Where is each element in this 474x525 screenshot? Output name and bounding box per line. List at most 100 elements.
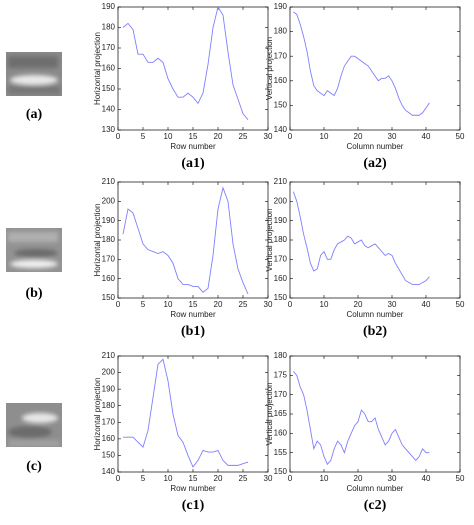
x-tick-label: 25 [239, 300, 248, 309]
y-axis-label: Horizontal projection [93, 204, 102, 277]
y-tick-label: 190 [274, 216, 288, 225]
x-axis-label: Column number [347, 142, 404, 151]
x-tick-label: 0 [116, 132, 121, 141]
y-tick-label: 210 [274, 177, 288, 186]
x-tick-label: 20 [354, 474, 363, 483]
y-tick-label: 165 [274, 409, 288, 418]
panel-caption: (a2) [363, 156, 387, 171]
x-tick-label: 15 [189, 474, 198, 483]
y-tick-label: 180 [274, 27, 288, 36]
x-tick-label: 15 [189, 300, 198, 309]
panel-caption: (b1) [181, 324, 205, 339]
y-tick-label: 150 [274, 293, 288, 302]
x-tick-label: 50 [456, 474, 465, 483]
x-tick-label: 30 [388, 474, 397, 483]
x-tick-label: 0 [116, 300, 121, 309]
y-tick-label: 160 [102, 434, 116, 443]
data-line [122, 186, 249, 295]
x-tick-label: 30 [264, 132, 273, 141]
x-tick-label: 5 [141, 132, 146, 141]
plot-frame [117, 181, 269, 299]
y-tick-label: 170 [274, 254, 288, 263]
x-tick-label: 30 [388, 300, 397, 309]
x-tick-label: 15 [189, 132, 198, 141]
y-tick-label: 200 [274, 196, 288, 205]
plot-frame [117, 6, 269, 131]
y-tick-label: 180 [274, 351, 288, 360]
image-label: (c) [26, 459, 42, 474]
y-tick-label: 160 [102, 274, 116, 283]
plot-frame [289, 355, 461, 473]
y-tick-label: 150 [102, 293, 116, 302]
y-tick-label: 170 [102, 254, 116, 263]
x-axis-label: Column number [347, 484, 404, 493]
x-tick-label: 10 [164, 474, 173, 483]
x-tick-label: 10 [320, 132, 329, 141]
x-tick-label: 5 [141, 474, 146, 483]
y-tick-label: 140 [274, 125, 288, 134]
data-line [122, 5, 249, 121]
x-tick-label: 50 [456, 132, 465, 141]
y-tick-label: 170 [102, 417, 116, 426]
x-tick-label: 20 [214, 132, 223, 141]
x-tick-label: 40 [422, 474, 431, 483]
y-tick-label: 200 [102, 368, 116, 377]
image-label: (a) [26, 107, 43, 122]
panel-caption: (a1) [181, 156, 205, 171]
y-tick-label: 160 [274, 76, 288, 85]
plot-frame [117, 355, 269, 473]
x-tick-label: 10 [320, 300, 329, 309]
y-tick-label: 175 [274, 370, 288, 379]
x-tick-label: 40 [422, 300, 431, 309]
data-line [123, 358, 249, 468]
plot-frame [289, 181, 461, 299]
y-axis-label: Vertical projection [265, 382, 274, 445]
x-tick-label: 20 [214, 474, 223, 483]
data-line [292, 191, 430, 285]
image-a [6, 52, 62, 96]
data-line [293, 371, 430, 466]
y-tick-label: 160 [274, 428, 288, 437]
image-c [6, 403, 62, 447]
x-tick-label: 10 [164, 300, 173, 309]
x-tick-label: 0 [288, 132, 293, 141]
x-tick-label: 0 [116, 474, 121, 483]
image-b [6, 228, 62, 272]
panel-caption: (c2) [364, 498, 387, 513]
image-label: (b) [25, 286, 42, 301]
y-tick-label: 180 [102, 235, 116, 244]
x-tick-label: 30 [388, 132, 397, 141]
x-axis-label: Row number [170, 484, 216, 493]
y-tick-label: 190 [102, 384, 116, 393]
panel-caption: (c1) [182, 498, 205, 513]
y-tick-label: 170 [274, 390, 288, 399]
y-tick-label: 150 [274, 101, 288, 110]
y-tick-label: 190 [102, 2, 116, 11]
x-axis-label: Column number [347, 310, 404, 319]
x-tick-label: 25 [239, 132, 248, 141]
y-tick-label: 180 [274, 235, 288, 244]
y-tick-label: 140 [102, 467, 116, 476]
x-tick-label: 25 [239, 474, 248, 483]
y-tick-label: 140 [102, 105, 116, 114]
x-tick-label: 20 [354, 132, 363, 141]
y-axis-label: Vertical projection [265, 37, 274, 100]
y-tick-label: 180 [102, 401, 116, 410]
x-tick-label: 10 [164, 132, 173, 141]
x-tick-label: 30 [264, 300, 273, 309]
data-line [293, 11, 430, 116]
y-tick-label: 180 [102, 23, 116, 32]
y-tick-label: 150 [102, 451, 116, 460]
x-axis-label: Row number [170, 310, 216, 319]
x-tick-label: 30 [264, 474, 273, 483]
x-tick-label: 0 [288, 474, 293, 483]
x-tick-label: 50 [456, 300, 465, 309]
y-tick-label: 160 [274, 274, 288, 283]
y-tick-label: 150 [102, 84, 116, 93]
panel-caption: (b2) [363, 324, 387, 339]
x-tick-label: 20 [354, 300, 363, 309]
y-tick-label: 130 [102, 125, 116, 134]
y-tick-label: 190 [102, 216, 116, 225]
y-axis-label: Horizontal projection [93, 32, 102, 105]
